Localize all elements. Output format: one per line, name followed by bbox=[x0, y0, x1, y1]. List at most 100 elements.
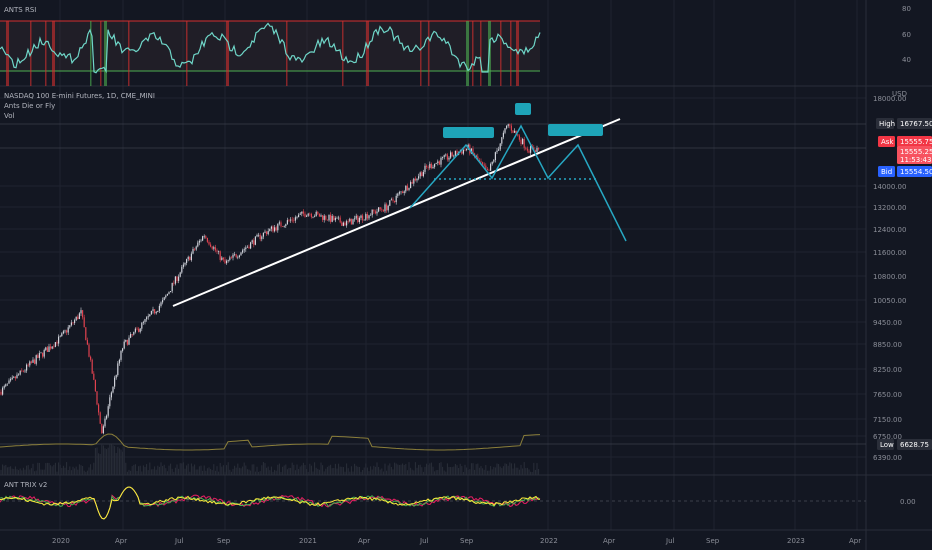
indicator-legend-ants[interactable]: Ants Die or Fly bbox=[4, 102, 55, 110]
rsi-signal-bar bbox=[510, 21, 512, 86]
volume-bar bbox=[482, 468, 484, 475]
volume-bar bbox=[178, 468, 180, 475]
volume-bar bbox=[520, 464, 522, 475]
rsi-tick-60: 60 bbox=[902, 31, 911, 39]
candle-body bbox=[102, 426, 104, 434]
volume-bar bbox=[350, 466, 352, 475]
volume-bar bbox=[256, 466, 258, 475]
candle-body bbox=[461, 151, 463, 154]
volume-bar bbox=[2, 464, 4, 475]
rsi-signal-bar bbox=[480, 21, 482, 86]
volume-bar bbox=[13, 469, 15, 475]
volume-bar bbox=[98, 453, 100, 475]
candle-body bbox=[115, 375, 117, 378]
candle-body bbox=[442, 156, 444, 158]
volume-bar bbox=[411, 469, 413, 475]
candle-body bbox=[416, 178, 418, 181]
candle-body bbox=[306, 215, 308, 217]
volume-bar bbox=[96, 447, 98, 475]
candle-body bbox=[163, 297, 165, 301]
candle-body bbox=[408, 188, 410, 190]
volume-bar bbox=[366, 467, 368, 475]
volume-bar bbox=[526, 467, 528, 475]
candle-body bbox=[240, 252, 242, 256]
candle-body bbox=[274, 227, 276, 232]
trendline[interactable] bbox=[172, 118, 621, 307]
head-marker[interactable] bbox=[515, 103, 531, 115]
volume-bar bbox=[45, 463, 47, 475]
symbol-legend[interactable]: NASDAQ 100 E-mini Futures, 1D, CME_MINI bbox=[4, 92, 155, 100]
candle-body bbox=[341, 222, 343, 226]
candle-body bbox=[211, 246, 213, 249]
candle-body bbox=[525, 147, 527, 149]
volume-bar bbox=[478, 467, 480, 475]
high-tag: High 16767.50 bbox=[876, 118, 932, 129]
rsi-signal-bar bbox=[6, 21, 9, 86]
indicator-legend-vol[interactable]: Vol bbox=[4, 112, 15, 120]
volume-bar bbox=[230, 471, 232, 475]
candle-body bbox=[46, 347, 48, 352]
candle-body bbox=[203, 236, 205, 237]
volume-bar bbox=[379, 469, 381, 475]
volume-bar bbox=[318, 469, 320, 475]
candle-body bbox=[3, 386, 5, 388]
candle-body bbox=[96, 391, 98, 405]
volume-bar bbox=[365, 463, 367, 475]
volume-bar bbox=[72, 466, 74, 475]
candle-body bbox=[74, 320, 76, 323]
candle-body bbox=[446, 154, 448, 160]
candle-body bbox=[229, 257, 231, 260]
candle-body bbox=[312, 216, 314, 218]
candle-body bbox=[93, 373, 95, 380]
candle-body bbox=[394, 200, 396, 203]
candle-body bbox=[378, 207, 380, 212]
volume-bar bbox=[275, 470, 277, 475]
volume-bar bbox=[35, 470, 37, 475]
price-tick: 6750.00 bbox=[873, 433, 902, 441]
volume-bar bbox=[62, 465, 64, 475]
left-shoulder-marker[interactable] bbox=[443, 127, 494, 138]
candle-body bbox=[398, 192, 400, 194]
volume-bar bbox=[523, 462, 525, 475]
price-axis[interactable]: 18000.00 14000.00 13200.00 12400.00 1160… bbox=[873, 95, 906, 462]
candle-body bbox=[422, 171, 424, 177]
candle-body bbox=[206, 237, 208, 242]
main-price-pane[interactable]: NASDAQ 100 E-mini Futures, 1D, CME_MINI … bbox=[0, 90, 932, 475]
candle-body bbox=[88, 344, 90, 357]
time-axis[interactable]: 2020 Apr Jul Sep 2021 Apr Jul Sep 2022 A… bbox=[52, 537, 861, 545]
time-tick: 2020 bbox=[52, 537, 70, 545]
rsi-signal-bar bbox=[52, 21, 55, 86]
candle-body bbox=[56, 342, 58, 344]
volume-bar bbox=[38, 462, 40, 475]
volume-bar bbox=[301, 465, 303, 475]
head-shoulders-pattern[interactable] bbox=[409, 124, 627, 242]
time-tick: Apr bbox=[603, 537, 615, 545]
volume-bar bbox=[214, 470, 216, 475]
volume-bar bbox=[77, 469, 79, 475]
volume-bar bbox=[269, 470, 271, 475]
volume-bar bbox=[250, 470, 252, 475]
volume-bar bbox=[118, 448, 120, 475]
candle-body bbox=[19, 370, 21, 375]
volume-bar bbox=[173, 471, 175, 475]
candle-body bbox=[254, 236, 256, 245]
candle-body bbox=[67, 327, 69, 333]
candle-body bbox=[162, 300, 164, 303]
price-tick: 12400.00 bbox=[873, 226, 906, 234]
volume-bar bbox=[78, 464, 80, 475]
volume-bar bbox=[386, 470, 388, 475]
right-shoulder-marker[interactable] bbox=[548, 124, 603, 136]
volume-bar bbox=[408, 462, 410, 475]
volume-bar bbox=[130, 470, 132, 475]
candle-body bbox=[346, 221, 348, 226]
candle-body bbox=[216, 250, 218, 252]
candle-body bbox=[370, 215, 372, 216]
rsi-pane[interactable]: ANTS RSI 80 60 40 bbox=[0, 5, 911, 86]
volume-bar bbox=[309, 463, 311, 475]
candle-body bbox=[99, 412, 101, 424]
rsi-tick-40: 40 bbox=[902, 56, 911, 64]
trix-pane[interactable]: ANT TRIX v2 0.00 bbox=[0, 481, 916, 520]
volume-bar bbox=[125, 462, 127, 475]
volume-bar bbox=[246, 469, 248, 475]
